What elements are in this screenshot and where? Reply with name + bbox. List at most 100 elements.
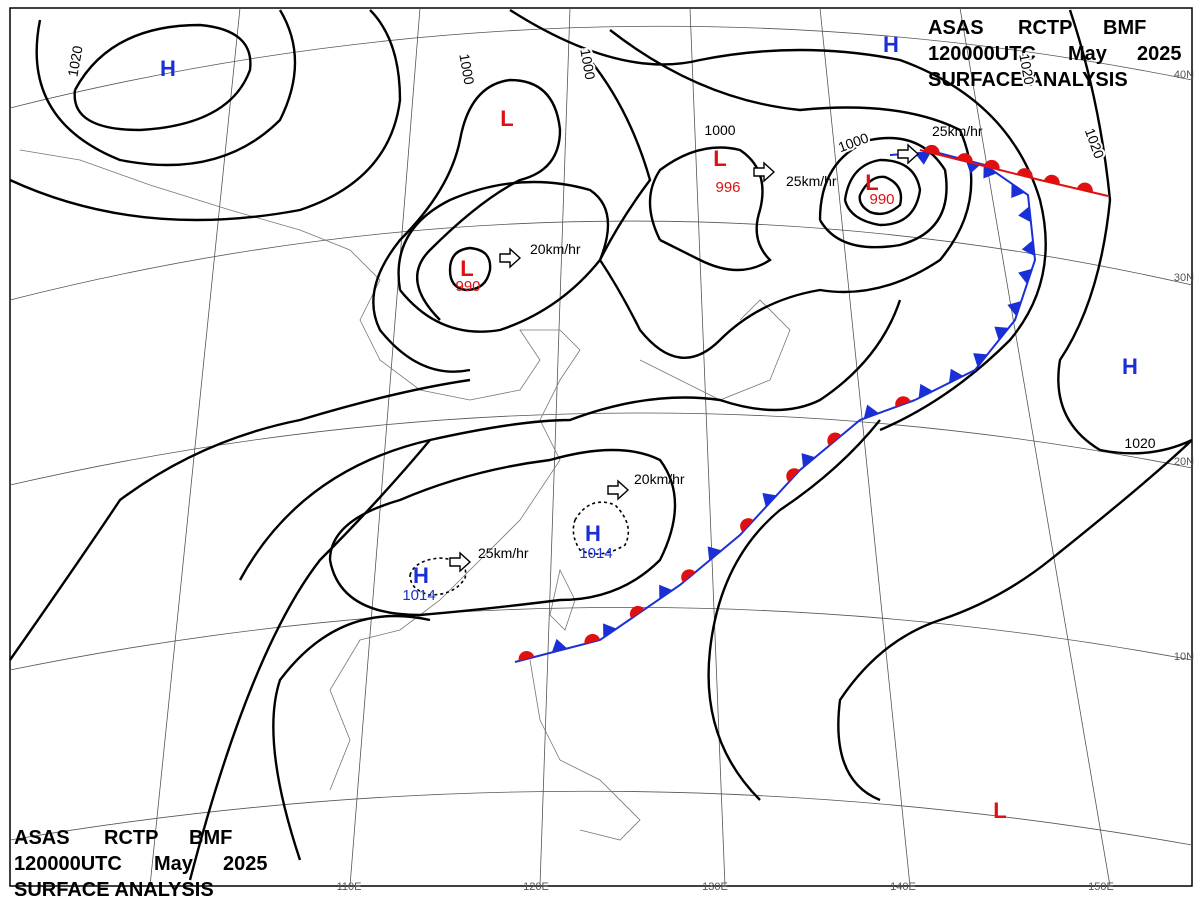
header-month: May xyxy=(154,853,194,875)
coastline xyxy=(529,659,641,841)
longitude-label: 140E xyxy=(890,881,916,893)
lat-line xyxy=(9,790,1193,846)
isobar xyxy=(589,29,973,359)
lat-line xyxy=(9,220,1193,301)
header-time: 120000UTC xyxy=(928,43,1036,65)
lon-line xyxy=(349,7,421,887)
coastline xyxy=(19,149,581,791)
header-month: May xyxy=(1068,43,1108,65)
isobar xyxy=(707,419,881,801)
pressure-center-value: 1014 xyxy=(402,587,435,604)
front-line xyxy=(514,399,916,663)
isobar xyxy=(372,78,562,373)
motion-label: 25km/hr xyxy=(478,545,529,561)
header-top: ASAS RCTP BMF 120000UTC May 2025 SURFACE… xyxy=(928,17,1182,91)
header-year: 2025 xyxy=(223,853,268,875)
isobar xyxy=(858,175,903,216)
motion-label: 25km/hr xyxy=(932,123,983,139)
isobar xyxy=(35,9,297,167)
pressure-center-symbol: L xyxy=(500,106,513,131)
header-station: RCTP xyxy=(104,827,158,849)
pressure-center-symbol: H xyxy=(585,521,601,546)
header-product: SURFACE ANALYSIS xyxy=(928,69,1128,91)
longitude-label: 150E xyxy=(1088,881,1114,893)
cold-front-symbol xyxy=(994,326,1009,341)
isobar xyxy=(9,9,402,222)
pressure-center-symbol: H xyxy=(1122,354,1138,379)
warm-front-symbol xyxy=(629,605,645,619)
isobar xyxy=(409,557,467,596)
motion-arrow xyxy=(753,161,776,183)
motion-arrow xyxy=(499,247,522,269)
header-station: RCTP xyxy=(1018,17,1072,39)
header-agency: ASAS xyxy=(14,827,70,849)
cold-front-symbol xyxy=(973,353,988,367)
isobar xyxy=(328,448,677,617)
cold-front-symbol xyxy=(1011,183,1025,198)
header-bottom: ASAS RCTP BMF 120000UTC May 2025 SURFACE… xyxy=(14,827,268,901)
isobar-label: 1020 xyxy=(1124,435,1155,451)
cold-front-symbol xyxy=(915,152,932,165)
warm-front-symbol xyxy=(681,569,696,583)
pressure-center-symbol: L xyxy=(460,256,473,281)
isobar xyxy=(9,378,471,661)
map-frame xyxy=(9,7,1193,887)
front-line xyxy=(889,150,1037,401)
latitude-label: 30N xyxy=(1174,272,1194,284)
motion-arrow xyxy=(449,551,472,573)
isobar xyxy=(648,146,772,272)
motion-label: 20km/hr xyxy=(634,471,685,487)
warm-front-symbol xyxy=(584,634,601,644)
isobar xyxy=(509,8,1047,432)
pressure-center-value: 996 xyxy=(715,179,740,196)
lat-line xyxy=(9,412,1193,486)
isobar xyxy=(837,439,1193,802)
motion-label: 20km/hr xyxy=(530,241,581,257)
cold-front-symbol xyxy=(918,383,933,399)
warm-front-symbol xyxy=(983,159,1000,170)
cold-front-symbol xyxy=(551,638,568,653)
isobar xyxy=(818,136,948,249)
coastlines xyxy=(19,149,791,841)
warm-front-symbol xyxy=(923,144,940,155)
isobar-label: 1000 xyxy=(704,122,735,138)
cold-front-symbol xyxy=(1018,206,1031,223)
pressure-center-symbol: L xyxy=(865,170,878,195)
front-line xyxy=(919,149,1109,197)
pressure-center-symbol: L xyxy=(713,146,726,171)
isobars xyxy=(9,8,1193,881)
header-time: 120000UTC xyxy=(14,853,122,875)
header-agency: ASAS xyxy=(928,17,984,39)
warm-front-symbol xyxy=(895,396,911,408)
cold-front-symbol xyxy=(659,584,673,600)
motion-arrow xyxy=(897,143,920,165)
cold-front-symbol xyxy=(1018,268,1033,284)
isobar xyxy=(572,501,630,555)
cold-front-symbol xyxy=(801,453,816,468)
warm-front-symbol xyxy=(740,518,754,533)
coastline xyxy=(639,299,791,401)
pressure-center-value: 990 xyxy=(869,191,894,208)
warm-front-symbol xyxy=(786,468,800,483)
warm-front-symbol xyxy=(518,651,535,661)
pressure-center-value: 990 xyxy=(455,278,480,295)
motion-label: 25km/hr xyxy=(786,173,837,189)
isobar xyxy=(1057,9,1193,455)
header-office: BMF xyxy=(189,827,232,849)
pressure-center-symbol: H xyxy=(160,56,176,81)
isobar xyxy=(238,299,902,581)
lon-line xyxy=(819,7,911,887)
motion-arrow xyxy=(607,479,630,501)
cold-front-symbol xyxy=(603,623,617,638)
warm-front-symbol xyxy=(1076,182,1093,193)
latitude-label: 20N xyxy=(1174,456,1194,468)
cold-front-symbol xyxy=(863,404,879,419)
header-office: BMF xyxy=(1103,17,1146,39)
pressure-center-symbol: H xyxy=(883,32,899,57)
pressure-center-value: 1014 xyxy=(579,545,612,562)
latitude-label: 40N xyxy=(1174,69,1194,81)
isobar xyxy=(843,158,922,227)
isobar xyxy=(448,246,492,292)
fronts xyxy=(514,144,1109,663)
